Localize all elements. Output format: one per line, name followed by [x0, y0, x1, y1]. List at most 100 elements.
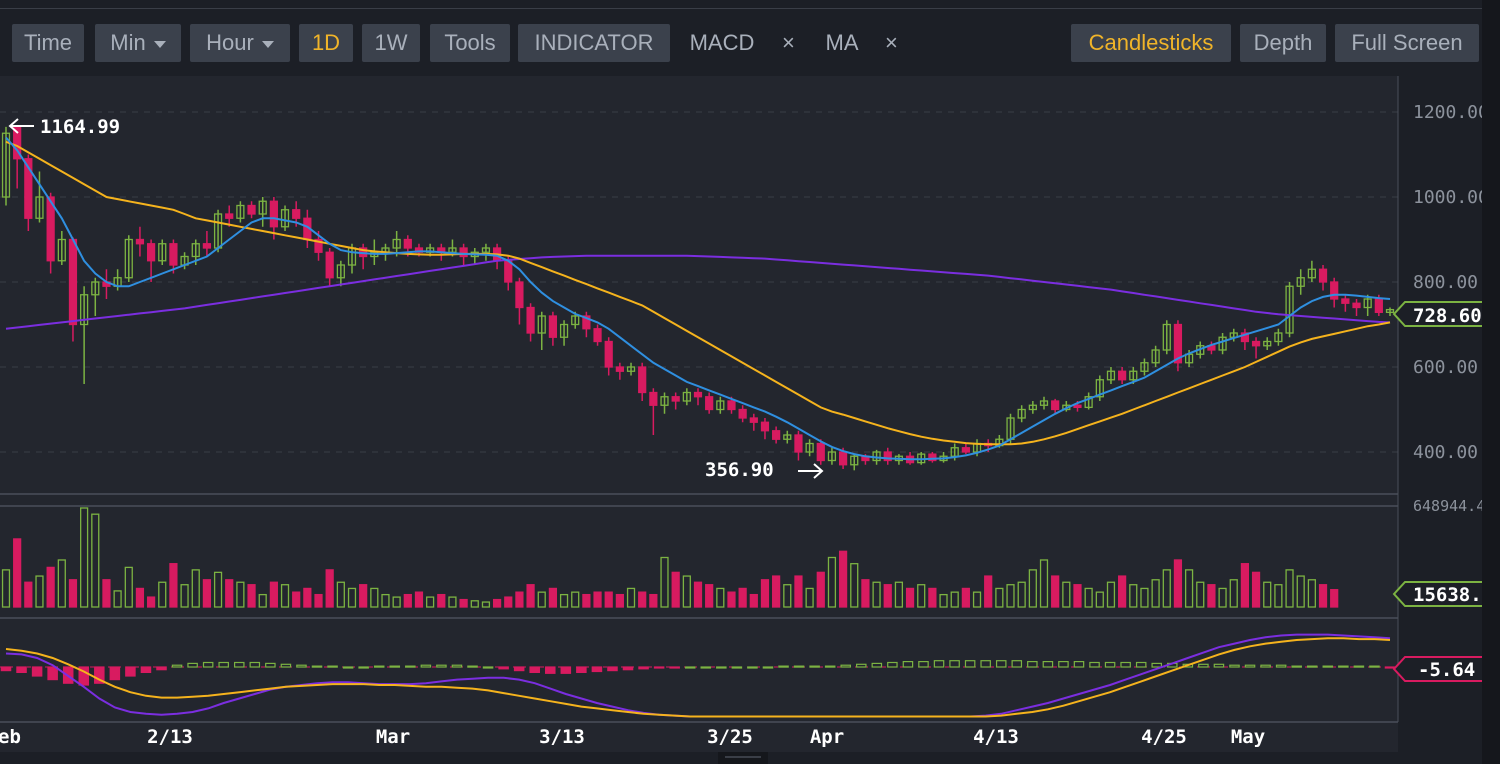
volume-bar	[671, 571, 680, 608]
macd-histogram-bar	[342, 666, 354, 669]
indicator-button[interactable]: INDICATOR	[518, 24, 670, 62]
volume-bar	[68, 579, 78, 608]
candle-body	[1341, 298, 1350, 304]
candle-body	[928, 453, 937, 462]
volume-bar	[403, 593, 412, 608]
candlesticks-button[interactable]: Candlesticks	[1071, 24, 1231, 62]
interval-1w-button[interactable]: 1W	[362, 24, 420, 62]
volume-bar	[314, 593, 323, 608]
candle-body	[1285, 285, 1294, 334]
low-arrow-icon	[798, 463, 824, 479]
candle-body	[459, 247, 468, 258]
macd-histogram-bar	[762, 666, 774, 669]
remove-macd-icon[interactable]: ×	[782, 30, 795, 55]
volume-bar	[1006, 584, 1015, 608]
candle-body	[805, 442, 814, 453]
volume-bar	[1140, 587, 1149, 608]
tools-button[interactable]: Tools	[430, 24, 510, 62]
candle-body	[682, 391, 691, 402]
candle-body	[269, 200, 278, 228]
depth-button[interactable]: Depth	[1240, 24, 1326, 62]
volume-bar	[24, 581, 33, 608]
macd-histogram-bar	[1011, 660, 1023, 668]
candle-body	[1140, 362, 1149, 372]
candle-body	[571, 315, 580, 326]
macd-histogram-bar	[405, 665, 416, 668]
scrollbar-track[interactable]	[1482, 0, 1500, 764]
volume-bar	[626, 587, 636, 608]
volume-bar	[716, 587, 725, 608]
hour-dropdown[interactable]: Hour	[190, 24, 290, 62]
candle-body	[626, 366, 636, 372]
macd-histogram-bar	[793, 665, 805, 668]
volume-bar	[1051, 575, 1060, 608]
candle-body	[236, 204, 245, 219]
volume-bar	[850, 563, 859, 608]
remove-ma-icon[interactable]: ×	[885, 30, 898, 55]
macd-histogram-bar	[778, 665, 789, 668]
candle-body	[1106, 370, 1116, 381]
volume-bar	[1307, 579, 1316, 608]
resize-handle[interactable]	[718, 752, 768, 764]
volume-bar	[1184, 569, 1194, 608]
time-tick-label: eb	[0, 726, 21, 748]
macd-histogram-bar	[1384, 666, 1396, 669]
candle-body	[1173, 323, 1183, 364]
price-tick-label: 400.00	[1413, 442, 1478, 463]
volume-bar	[872, 581, 881, 608]
volume-bar	[939, 593, 948, 608]
volume-bar	[1162, 569, 1171, 608]
macd-histogram-bar	[1213, 663, 1225, 668]
macd-histogram-bar	[1027, 660, 1038, 668]
time-tick-label: 3/25	[707, 726, 753, 748]
volume-bar	[1095, 591, 1104, 608]
macd-tag: -5.64	[1392, 656, 1487, 682]
macd-histogram-bar	[995, 660, 1007, 668]
macd-histogram-bar	[607, 666, 618, 672]
candle-body	[1251, 340, 1261, 347]
macd-indicator-tag[interactable]: MACD	[689, 30, 755, 55]
fullscreen-button[interactable]: Full Screen	[1335, 24, 1479, 62]
volume-bar	[638, 591, 647, 608]
volume-bar	[515, 591, 524, 608]
volume-bar	[805, 587, 814, 608]
volume-bar	[693, 581, 703, 608]
min-dropdown[interactable]: Min	[95, 24, 181, 62]
ma-mid-line	[5, 140, 1391, 446]
candle-body	[548, 315, 558, 338]
volume-bar	[950, 591, 959, 608]
time-tick-label: 2/13	[147, 726, 193, 748]
volume-bar	[225, 579, 234, 608]
volume-bar	[1218, 587, 1227, 608]
candle-body	[1017, 408, 1026, 419]
macd-histogram-bar	[840, 664, 851, 668]
candle-body	[838, 451, 848, 466]
candle-body	[961, 447, 970, 453]
macd-signal-line	[5, 637, 1391, 718]
macd-histogram-bar	[94, 666, 105, 684]
current-price-tag: 728.60	[1392, 301, 1487, 327]
volume-bar	[459, 598, 468, 608]
time-button[interactable]: Time	[12, 24, 84, 62]
macd-histogram-bar	[1089, 661, 1100, 668]
interval-1d-button[interactable]: 1D	[299, 24, 353, 62]
candle-body	[481, 247, 491, 253]
volume-bar	[894, 581, 904, 608]
macd-histogram-bar	[1260, 664, 1271, 668]
candle-body	[1363, 298, 1372, 309]
macd-histogram-bar	[980, 660, 991, 668]
ma-indicator-tag[interactable]: MA	[825, 30, 859, 55]
candle-body	[1129, 370, 1138, 381]
candle-body	[638, 366, 647, 394]
moving-averages	[5, 136, 1391, 461]
volume-bar	[905, 587, 915, 608]
candle-body	[135, 238, 145, 245]
macd-histogram-bar	[809, 665, 820, 668]
macd-histogram-bar	[669, 666, 680, 669]
macd-histogram-bar	[389, 665, 401, 668]
candle-body	[705, 396, 714, 411]
volume-bar	[102, 579, 111, 608]
candle-body	[57, 238, 66, 262]
volume-bar	[381, 593, 390, 608]
